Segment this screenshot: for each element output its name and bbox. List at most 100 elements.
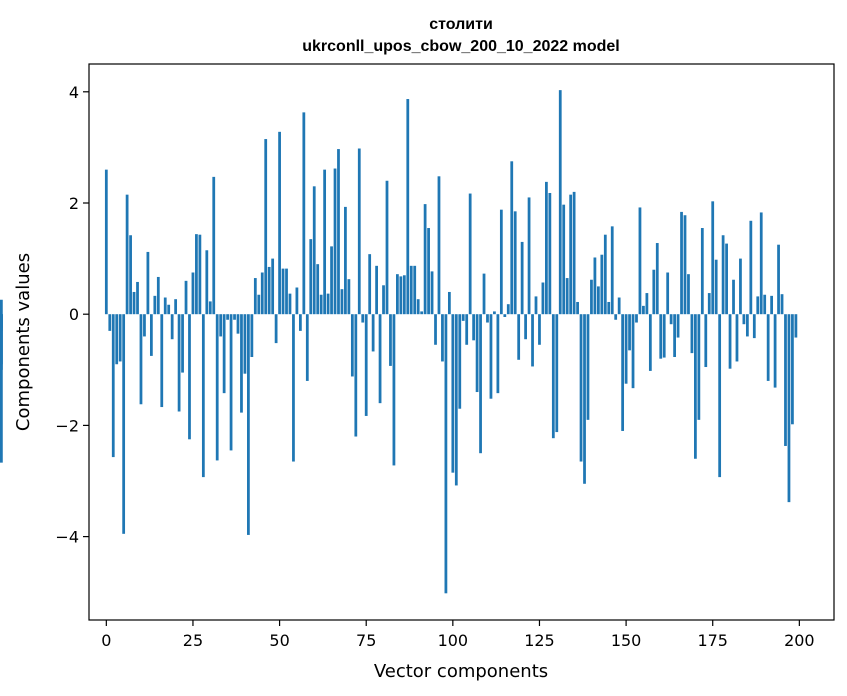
bar (253, 278, 257, 315)
bar (579, 314, 583, 462)
bar (472, 314, 476, 341)
bar (777, 244, 780, 315)
bar (226, 314, 229, 320)
bar (447, 291, 451, 315)
bar (784, 314, 787, 446)
plot-frame (88, 63, 835, 621)
bar (184, 280, 188, 315)
bar (517, 314, 521, 360)
bar (683, 215, 687, 315)
bar (510, 161, 514, 315)
bar (770, 295, 774, 315)
bar (454, 314, 458, 486)
y-tick-label: 2 (69, 194, 79, 213)
bar (156, 276, 160, 315)
bar (759, 212, 763, 315)
bar (292, 314, 295, 462)
bar (718, 314, 722, 478)
bar (583, 314, 586, 484)
bar (596, 286, 600, 315)
x-tick-label: 100 (438, 631, 469, 650)
bar (312, 186, 316, 315)
bar (240, 314, 243, 413)
bar (541, 282, 545, 315)
bar (285, 268, 288, 315)
bar (163, 297, 167, 315)
bar (441, 314, 444, 362)
bar (700, 228, 704, 315)
bar (160, 314, 164, 408)
bar (375, 265, 378, 315)
bar (340, 289, 344, 315)
y-tick-label: 4 (69, 83, 79, 102)
bar (794, 314, 798, 338)
bar (593, 257, 597, 315)
bar (122, 314, 126, 534)
bar (503, 314, 507, 317)
bar (610, 226, 614, 315)
bar (174, 299, 178, 315)
bar (295, 287, 299, 315)
bar (739, 258, 742, 315)
bar (427, 228, 430, 315)
bar (423, 204, 427, 315)
x-tick-label: 0 (101, 631, 111, 650)
bar (323, 169, 327, 315)
bar (745, 314, 749, 337)
bar (721, 235, 725, 315)
bar (420, 311, 424, 315)
bar (590, 279, 593, 315)
bar (146, 251, 150, 315)
bar (444, 314, 448, 594)
bar (0, 314, 3, 463)
bar (382, 285, 385, 315)
bar (555, 314, 559, 433)
bar (690, 314, 694, 354)
bar (257, 294, 261, 315)
bar (493, 311, 496, 315)
bar (635, 314, 638, 323)
x-tick-label: 150 (611, 631, 642, 650)
bar (229, 314, 233, 451)
bar (219, 314, 223, 337)
bar (482, 273, 486, 315)
bar (496, 314, 500, 394)
bar (662, 314, 666, 358)
bar (149, 314, 153, 356)
bar (669, 314, 673, 325)
bar (288, 293, 292, 315)
bar (115, 314, 119, 365)
bar (520, 241, 524, 315)
bar (628, 314, 631, 351)
bar (195, 234, 198, 315)
bar (205, 250, 209, 315)
bar (572, 191, 576, 315)
x-axis-label: Vector components (374, 661, 548, 682)
bar (558, 90, 562, 315)
bar (413, 265, 417, 315)
bar (645, 293, 649, 315)
bar (208, 301, 212, 315)
bar (364, 314, 368, 416)
bar (371, 314, 375, 352)
bar (714, 259, 718, 315)
bar (402, 275, 406, 315)
bar (475, 314, 479, 393)
bar (479, 314, 482, 454)
bar (749, 220, 753, 315)
bar (489, 314, 493, 399)
bar (305, 314, 309, 381)
bar (153, 295, 157, 315)
bar (104, 169, 108, 315)
chart-title: столити (429, 16, 493, 33)
y-tick-label: −4 (55, 528, 79, 547)
bar (680, 211, 683, 315)
bar (309, 239, 313, 315)
bar (538, 314, 541, 345)
bar (430, 271, 434, 315)
bar (0, 299, 3, 315)
bars-group (0, 90, 798, 594)
bar (236, 314, 240, 334)
bar (385, 180, 389, 315)
bar (631, 314, 635, 389)
